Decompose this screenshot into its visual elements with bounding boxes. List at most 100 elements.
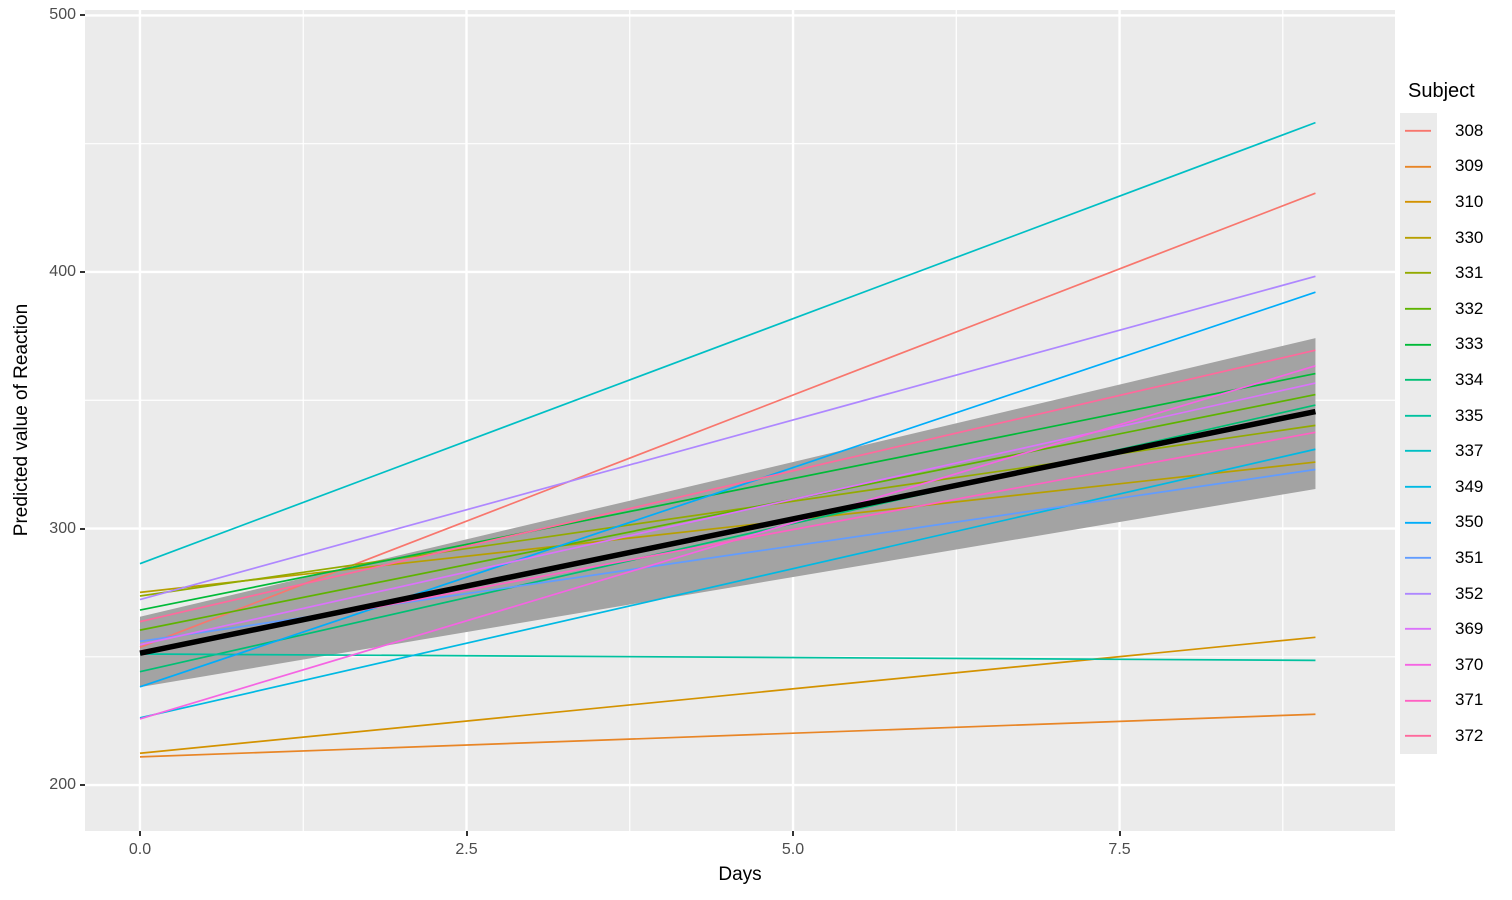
series-line-349 <box>139 448 1316 719</box>
legend-key-swatch <box>1400 433 1437 469</box>
legend-key-line <box>1405 592 1431 595</box>
legend-item-371: 371 <box>1400 682 1512 719</box>
legend-key-line <box>1405 307 1431 310</box>
series-line-310 <box>139 636 1316 755</box>
series-line-332 <box>139 393 1316 631</box>
legend-key-swatch <box>1400 255 1437 291</box>
series-line-350 <box>139 291 1316 688</box>
legend-key-swatch <box>1400 326 1437 363</box>
population-average-line <box>139 408 1317 656</box>
plot-canvas <box>85 10 1395 831</box>
legend-key-line <box>1405 343 1431 346</box>
legend-item-334: 334 <box>1400 362 1512 398</box>
legend-items: 308 309 310 330 331 332 333 334 335 337 349 350 351 3… <box>1400 113 1512 754</box>
legend-item-label: 351 <box>1455 547 1484 567</box>
legend-item-309: 309 <box>1400 148 1512 185</box>
legend-key-swatch <box>1400 682 1437 719</box>
legend-title: Subject <box>1408 80 1475 102</box>
legend-key-line <box>1405 450 1431 453</box>
y-tick-label: 500 <box>49 6 76 24</box>
x-tick-label: 2.5 <box>455 841 478 858</box>
legend-key-swatch <box>1400 184 1437 220</box>
x-tick-label: 0.0 <box>128 841 152 858</box>
legend-item-310: 310 <box>1400 184 1512 220</box>
legend-item-label: 331 <box>1455 263 1484 283</box>
legend-key-swatch <box>1400 113 1437 149</box>
legend-key-line <box>1405 734 1431 737</box>
series-line-335 <box>139 653 1316 662</box>
legend-item-label: 333 <box>1455 334 1484 354</box>
legend-item-label: 332 <box>1455 298 1484 318</box>
y-tick-label: 400 <box>49 262 76 280</box>
legend-item-label: 371 <box>1455 690 1484 710</box>
legend-key-line <box>1405 201 1431 203</box>
plot-panel <box>85 10 1395 831</box>
legend-key-swatch <box>1400 575 1437 612</box>
series-line-309 <box>139 713 1316 758</box>
legend-item-label: 349 <box>1455 476 1484 496</box>
legend-item-369: 369 <box>1400 611 1512 647</box>
legend-key-swatch <box>1400 611 1437 647</box>
y-tick-mark <box>80 784 85 787</box>
legend-item-label: 370 <box>1455 654 1484 674</box>
y-tick-label: 200 <box>49 776 76 794</box>
legend-key-line <box>1405 165 1431 168</box>
x-tick-label: 5.0 <box>781 841 805 858</box>
legend-key-swatch <box>1400 290 1437 327</box>
legend-item-label: 330 <box>1455 227 1484 247</box>
legend-item-337: 337 <box>1400 433 1512 469</box>
x-tick-mark <box>465 831 468 836</box>
legend-item-352: 352 <box>1400 575 1512 612</box>
legend-key-swatch <box>1400 718 1437 754</box>
x-tick-mark <box>138 831 141 836</box>
legend-item-333: 333 <box>1400 326 1512 363</box>
x-tick-mark <box>792 831 795 836</box>
x-tick-label: 7.5 <box>1108 841 1131 858</box>
series-line-369 <box>139 382 1316 646</box>
legend-item-label: 309 <box>1455 156 1484 176</box>
legend-item-349: 349 <box>1400 468 1512 505</box>
legend-item-331: 331 <box>1400 255 1512 291</box>
series-line-372 <box>139 349 1316 623</box>
legend-item-label: 352 <box>1455 583 1484 603</box>
y-tick-mark <box>80 527 85 530</box>
y-tick-mark <box>80 14 85 17</box>
y-tick-mark <box>80 270 85 273</box>
legend-key-line <box>1405 236 1431 239</box>
legend-item-372: 372 <box>1400 718 1512 754</box>
legend-key-swatch <box>1400 540 1437 576</box>
legend-key-swatch <box>1400 362 1437 398</box>
legend-item-330: 330 <box>1400 219 1512 256</box>
x-axis-title: Days <box>718 864 762 885</box>
legend-item-332: 332 <box>1400 290 1512 327</box>
legend-key-swatch <box>1400 148 1437 185</box>
series-line-352 <box>139 275 1316 601</box>
legend-key-swatch <box>1400 397 1437 434</box>
legend-key-line <box>1405 129 1431 132</box>
legend-key-line <box>1405 628 1431 631</box>
legend-item-label: 334 <box>1455 369 1484 389</box>
legend-item-label: 310 <box>1455 191 1484 211</box>
legend-key-line <box>1405 414 1431 417</box>
x-tick-mark <box>1118 831 1121 836</box>
legend-item-351: 351 <box>1400 540 1512 576</box>
legend-item-label: 369 <box>1455 619 1484 639</box>
legend-key-swatch <box>1400 504 1437 541</box>
legend-key-line <box>1405 663 1431 666</box>
legend-item-label: 308 <box>1455 120 1484 140</box>
legend-key-line <box>1405 699 1431 702</box>
legend-item-label: 337 <box>1455 441 1484 461</box>
legend-key-line <box>1405 485 1431 488</box>
legend-key-line <box>1405 272 1431 275</box>
legend-item-label: 372 <box>1455 725 1484 745</box>
legend-item-335: 335 <box>1400 397 1512 434</box>
legend-key-swatch <box>1400 219 1437 256</box>
y-axis-title: Predicted value of Reaction <box>11 303 32 537</box>
legend-item-label: 335 <box>1455 405 1484 425</box>
legend-key-swatch <box>1400 646 1437 683</box>
legend-item-350: 350 <box>1400 504 1512 541</box>
y-tick-label: 300 <box>49 519 76 537</box>
legend-item-308: 308 <box>1400 113 1512 149</box>
series-line-308 <box>139 192 1316 649</box>
